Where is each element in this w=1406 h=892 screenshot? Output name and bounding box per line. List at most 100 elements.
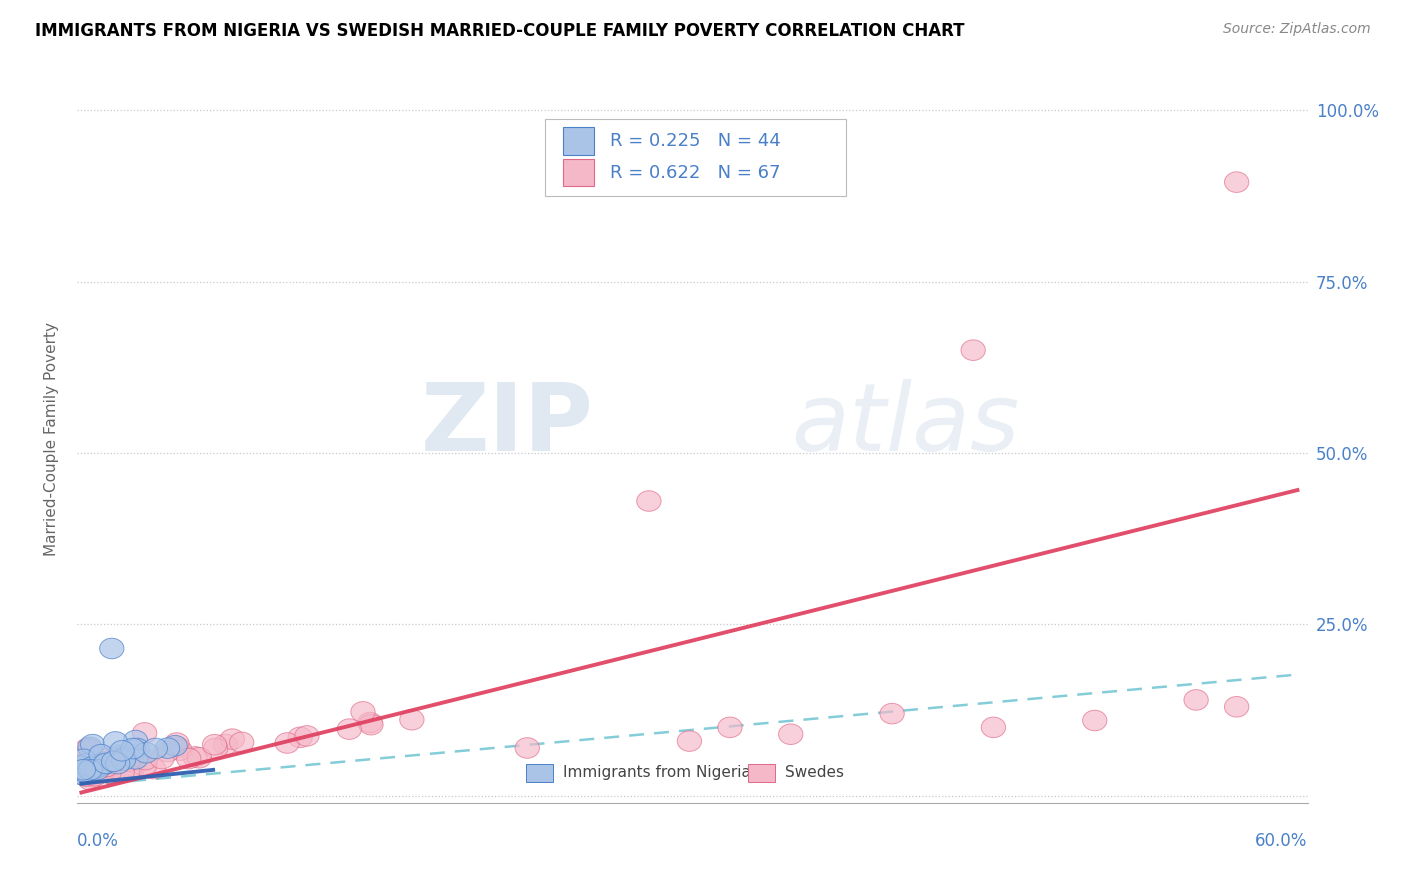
Ellipse shape (77, 737, 103, 757)
Ellipse shape (120, 758, 145, 779)
Ellipse shape (82, 758, 107, 779)
Ellipse shape (204, 738, 228, 759)
Ellipse shape (399, 709, 425, 730)
Ellipse shape (97, 747, 121, 768)
Text: 0.0%: 0.0% (77, 832, 120, 850)
Ellipse shape (142, 758, 166, 779)
Ellipse shape (276, 732, 299, 753)
Ellipse shape (202, 734, 226, 755)
Text: Immigrants from Nigeria: Immigrants from Nigeria (564, 765, 751, 780)
Ellipse shape (1083, 710, 1107, 731)
Ellipse shape (72, 756, 97, 776)
Ellipse shape (1225, 697, 1249, 717)
Ellipse shape (134, 749, 157, 770)
Ellipse shape (103, 747, 127, 768)
Ellipse shape (79, 754, 104, 774)
Ellipse shape (94, 753, 118, 773)
Ellipse shape (79, 760, 103, 780)
Ellipse shape (103, 751, 128, 772)
Ellipse shape (515, 738, 540, 758)
Ellipse shape (214, 734, 238, 755)
Ellipse shape (76, 764, 100, 784)
Ellipse shape (96, 754, 120, 774)
Ellipse shape (1225, 172, 1249, 193)
Ellipse shape (221, 729, 245, 749)
Y-axis label: Married-Couple Family Poverty: Married-Couple Family Poverty (44, 322, 59, 557)
Ellipse shape (79, 766, 104, 787)
Text: Swedes: Swedes (785, 765, 844, 780)
Ellipse shape (124, 731, 148, 751)
Ellipse shape (73, 759, 98, 780)
Ellipse shape (125, 739, 149, 759)
Ellipse shape (86, 755, 110, 775)
Ellipse shape (132, 723, 157, 743)
Bar (564, 128, 595, 155)
Ellipse shape (132, 756, 156, 776)
Ellipse shape (84, 759, 110, 780)
Text: Source: ZipAtlas.com: Source: ZipAtlas.com (1223, 22, 1371, 37)
Ellipse shape (100, 638, 124, 659)
Ellipse shape (337, 719, 361, 739)
Bar (564, 159, 595, 186)
Ellipse shape (70, 764, 94, 785)
Ellipse shape (103, 731, 128, 752)
Ellipse shape (177, 748, 201, 769)
Ellipse shape (110, 762, 135, 782)
Ellipse shape (678, 731, 702, 751)
Ellipse shape (72, 755, 96, 775)
Ellipse shape (80, 760, 104, 780)
Ellipse shape (83, 765, 107, 786)
Ellipse shape (880, 704, 904, 724)
Ellipse shape (97, 762, 121, 782)
Ellipse shape (76, 757, 100, 778)
Ellipse shape (156, 741, 180, 762)
Ellipse shape (80, 734, 105, 755)
Ellipse shape (79, 751, 104, 772)
Ellipse shape (352, 702, 375, 723)
Ellipse shape (112, 747, 136, 768)
Ellipse shape (637, 491, 661, 511)
Ellipse shape (73, 765, 98, 786)
Ellipse shape (110, 740, 134, 761)
Text: atlas: atlas (792, 379, 1019, 470)
Text: R = 0.622   N = 67: R = 0.622 N = 67 (610, 163, 780, 181)
Ellipse shape (70, 761, 94, 781)
Text: R = 0.225   N = 44: R = 0.225 N = 44 (610, 132, 780, 150)
Ellipse shape (72, 759, 96, 780)
Ellipse shape (143, 739, 167, 759)
Ellipse shape (359, 714, 382, 735)
Ellipse shape (163, 735, 187, 756)
Ellipse shape (77, 770, 103, 790)
Ellipse shape (156, 738, 180, 758)
Ellipse shape (288, 727, 312, 747)
Ellipse shape (115, 762, 141, 782)
Ellipse shape (73, 762, 97, 782)
Ellipse shape (91, 754, 115, 774)
Ellipse shape (89, 762, 112, 782)
Ellipse shape (90, 762, 115, 782)
Ellipse shape (101, 753, 125, 773)
Ellipse shape (90, 762, 114, 782)
Ellipse shape (76, 766, 100, 787)
FancyBboxPatch shape (546, 120, 846, 195)
Ellipse shape (72, 762, 96, 782)
Ellipse shape (70, 760, 94, 780)
Ellipse shape (111, 750, 135, 771)
Ellipse shape (94, 756, 118, 777)
Ellipse shape (134, 742, 159, 763)
Ellipse shape (75, 754, 98, 774)
Ellipse shape (79, 739, 103, 760)
Ellipse shape (97, 763, 121, 783)
Ellipse shape (183, 747, 207, 767)
Ellipse shape (229, 732, 254, 753)
Ellipse shape (75, 739, 100, 759)
Ellipse shape (187, 747, 211, 768)
Ellipse shape (295, 725, 319, 747)
Text: 60.0%: 60.0% (1256, 832, 1308, 850)
Ellipse shape (89, 758, 112, 779)
Ellipse shape (111, 746, 136, 766)
Ellipse shape (107, 745, 132, 765)
Ellipse shape (79, 759, 103, 780)
Ellipse shape (167, 739, 193, 760)
Ellipse shape (981, 717, 1005, 738)
